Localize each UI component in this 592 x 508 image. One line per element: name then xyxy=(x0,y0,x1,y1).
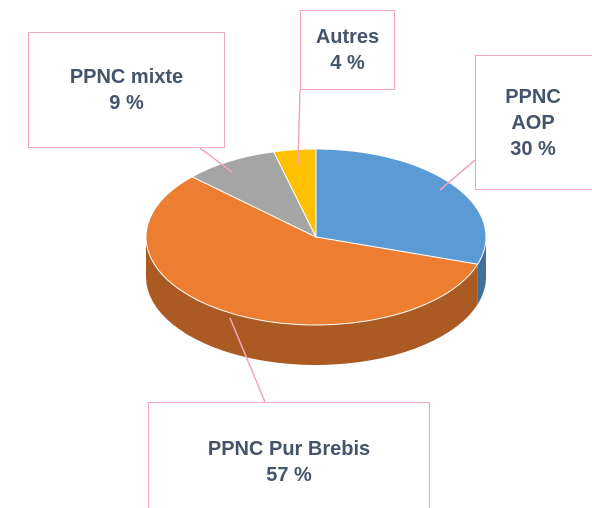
leader-line xyxy=(297,89,301,166)
slice-value: 4 % xyxy=(330,52,365,74)
slice-side xyxy=(146,237,478,365)
slice xyxy=(191,151,318,239)
slice-name: PPNC mixte xyxy=(69,66,184,88)
leader-line xyxy=(199,147,233,173)
slice xyxy=(315,148,487,265)
callout: PPNC mixte 9 % xyxy=(28,32,225,148)
slice-name: PPNC Pur Brebis xyxy=(207,438,371,460)
slice-name: Autres xyxy=(315,26,380,48)
callout: PPNC Pur Brebis 57 % xyxy=(148,402,430,508)
slice-value: 30 % xyxy=(510,137,556,160)
slice xyxy=(145,176,479,326)
callout: Autres 4 % xyxy=(300,10,395,90)
leader-line xyxy=(439,159,476,191)
slice-name: PPNC AOP xyxy=(505,85,561,134)
slice-side xyxy=(477,237,486,305)
slice-value: 9 % xyxy=(109,92,144,114)
slice xyxy=(272,148,317,238)
leader-line xyxy=(229,317,266,403)
callout: PPNC AOP 30 % xyxy=(475,55,592,190)
slice-value: 57 % xyxy=(266,464,312,486)
